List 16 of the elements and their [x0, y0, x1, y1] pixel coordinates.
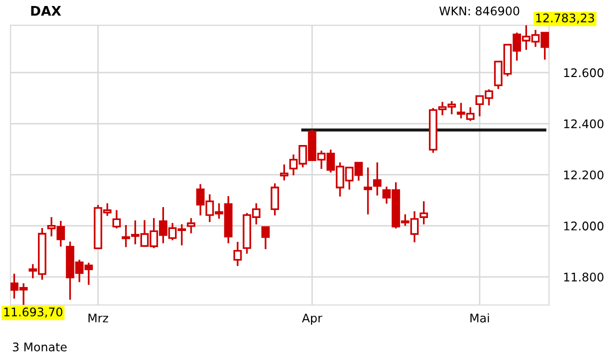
candlestick [186, 218, 196, 234]
x-tick-label: Apr [302, 314, 322, 325]
text: WKN: 846900 [439, 6, 520, 16]
candlestick [420, 201, 428, 224]
y-tick-label: 12.400 [564, 119, 604, 128]
y-tick-label: 12.000 [564, 222, 604, 230]
text: 12.783,23 [536, 13, 594, 24]
text: 11.693,70 [4, 307, 62, 318]
y-tick-label: 11.800 [564, 272, 604, 282]
candlestick [261, 226, 270, 250]
y-tick-label: 12.600 [564, 68, 604, 78]
chart-title: DAX [31, 6, 62, 16]
y-tick-label: 12.200 [564, 170, 604, 180]
x-tick-label: Mai [470, 313, 489, 322]
text: 3 Monate [12, 342, 67, 352]
x-tick-label: Mrz [88, 314, 108, 322]
